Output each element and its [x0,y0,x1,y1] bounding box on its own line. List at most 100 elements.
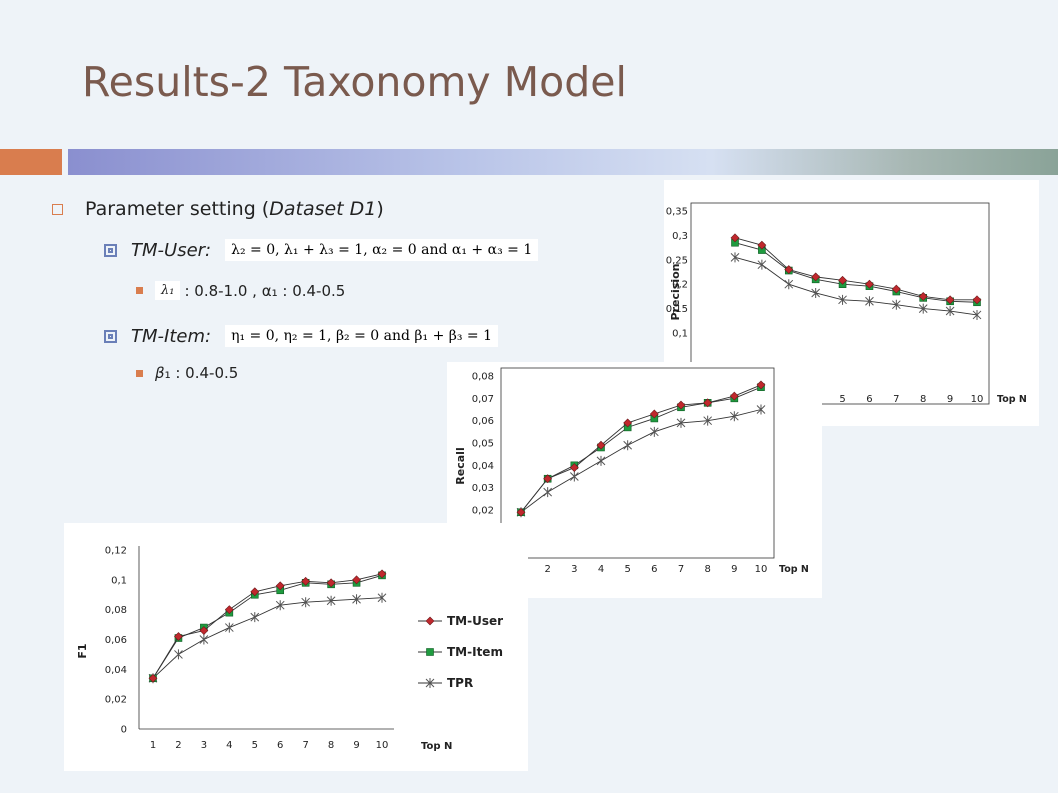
point-marker [543,474,553,484]
recall-series-line [520,409,762,513]
f1-legend-label: TM-Item [447,645,503,659]
f1-x-tick-label: 3 [201,740,207,751]
recall-y-tick-label: 0,02 [472,506,494,517]
close-paren-text: ) [376,198,384,220]
f1-x-axis-label: Top N [421,741,452,752]
precision-y-tick-label: 0,35 [666,207,688,218]
recall-series-line [520,384,762,513]
filled-square-bullet-icon [136,369,143,377]
f1-y-tick-label: 0,06 [105,635,127,646]
point-marker [756,380,766,390]
point-marker [703,398,713,408]
point-marker [729,391,739,401]
point-marker [838,294,847,305]
recall-x-tick-label: 4 [598,564,604,575]
point-marker [174,632,183,641]
precision-x-tick-label: 9 [947,394,953,405]
point-marker [174,649,183,660]
recall-x-tick-label: 10 [755,564,768,575]
f1-legend-item: TM-User [418,614,503,628]
precision-x-tick-label: 6 [866,394,872,405]
point-marker [972,295,982,305]
f1-series-tpr [148,592,387,684]
point-marker [811,287,821,298]
precision-x-tick-label: 8 [920,394,926,405]
point-marker [224,622,234,633]
point-marker [757,259,767,270]
point-marker [945,295,955,305]
point-marker [569,471,579,482]
point-marker [649,426,659,437]
point-marker [891,284,901,294]
recall-x-tick-label: 7 [678,564,684,575]
f1-chart-svg: 0 0,02 0,04 0,06 0,08 0,1 0,12 1 2 3 4 5 6 7 8 9 10 Top N… [76,546,503,753]
point-marker [596,440,606,450]
f1-y-axis-label: F1 [76,643,89,658]
recall-y-tick-label: 0,08 [472,372,494,383]
precision-y-tick-label: 0,25 [666,255,688,266]
point-marker [596,455,606,466]
beta-symbol: β [155,364,165,382]
point-marker [250,587,260,597]
f1-x-tick-label: 5 [252,740,258,751]
point-marker [757,240,767,250]
point-marker [918,303,928,314]
slide-title: Results-2 Taxonomy Model [82,58,627,106]
recall-y-axis-label: Recall [454,447,467,484]
point-marker [543,487,553,498]
point-marker [352,575,361,585]
precision-plot-frame [690,202,990,405]
point-marker [425,678,435,688]
point-marker [426,648,434,656]
precision-series-tpr [730,252,982,320]
point-marker [425,616,435,626]
point-marker [676,417,686,428]
precision-series-tm-user [730,233,982,305]
recall-y-tick-label: 0,06 [472,416,494,427]
precision-y-tick-label: 0,1 [672,329,688,340]
tm-user-label: TM-User: [131,239,212,261]
point-marker [623,440,633,451]
lambda-symbol: λ₁ [155,281,181,300]
precision-x-tick-label: 7 [893,394,899,405]
accent-bar-left [0,149,62,175]
recall-series-tpr [516,404,766,518]
point-marker [649,409,659,419]
bullet-tm-item: TM-Item: η₁ = 0, η₂ = 1, β₂ = 0 and β₁ +… [104,325,498,347]
point-marker [891,299,901,310]
f1-series-line [152,597,383,679]
point-marker [945,306,955,317]
point-marker [756,404,766,415]
recall-y-tick-label: 0,05 [472,439,494,450]
f1-series-tm-user [148,569,387,683]
f1-y-tick-label: 0,08 [105,605,127,616]
accent-bar-right [68,149,1058,175]
f1-y-tick-label: 0,12 [105,546,127,557]
f1-y-tick-label: 0,1 [111,575,127,586]
nested-square-bullet-icon [104,329,117,343]
f1-y-tick-label: 0,02 [105,695,127,706]
precision-series-line [734,242,978,303]
point-marker [569,463,579,472]
f1-legend-label: TM-User [447,614,503,628]
recall-chart-svg: 0,02 0,03 0,04 0,05 0,06 0,07 0,08 2 3 4 5 6 7 8 9 10 To… [454,367,809,575]
point-marker [352,594,361,605]
point-marker [199,634,209,645]
point-marker [730,252,740,263]
precision-y-axis-label: Precision [669,264,682,321]
f1-x-tick-label: 2 [175,740,181,751]
precision-y-tick-label: 0,2 [672,280,688,291]
point-marker [377,569,387,579]
point-marker [224,605,234,615]
recall-y-tick-label: 0,07 [472,394,494,405]
precision-x-tick-label: 5 [839,394,845,405]
f1-series-line [152,573,383,679]
bullet-tm-item-params: β ₁ : 0.4-0.5 [136,364,238,382]
recall-plot-frame [500,367,775,559]
bullet-parameter-setting: Parameter setting (Dataset D1) [52,198,384,220]
point-marker [865,296,874,307]
point-marker [838,275,847,285]
f1-x-tick-label: 4 [226,740,232,751]
recall-x-tick-label: 5 [624,564,630,575]
point-marker [275,581,285,591]
